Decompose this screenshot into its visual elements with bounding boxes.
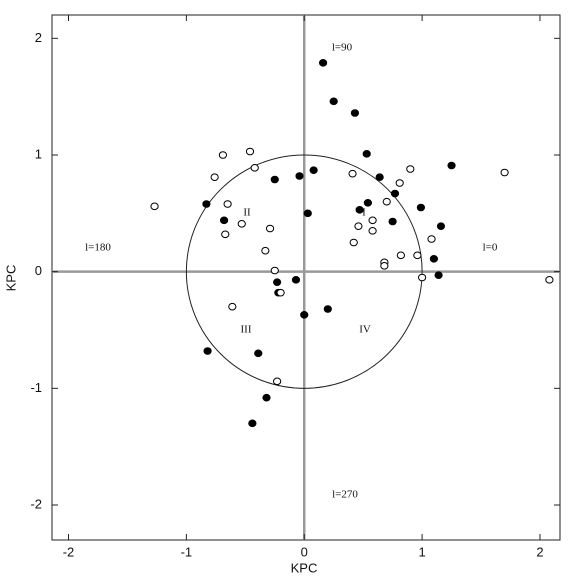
point <box>406 165 415 173</box>
y-tick-label: -1 <box>30 380 42 395</box>
x-tick-label: -1 <box>181 544 193 559</box>
point <box>413 251 422 260</box>
point <box>388 217 397 226</box>
point <box>210 173 219 181</box>
point <box>375 173 384 181</box>
y-tick-label: 2 <box>35 30 42 45</box>
point <box>545 276 554 284</box>
x-tick-label: 0 <box>301 544 308 559</box>
point <box>323 305 332 313</box>
x-tick-label: -2 <box>63 544 75 559</box>
reference-circle <box>185 154 423 389</box>
point <box>416 203 426 212</box>
x-tick-label: 1 <box>418 544 425 559</box>
point <box>295 172 304 180</box>
point <box>429 255 438 263</box>
point <box>254 349 263 358</box>
point <box>395 179 404 187</box>
point <box>303 209 312 218</box>
point <box>262 393 271 402</box>
point <box>270 266 279 275</box>
point <box>228 302 237 311</box>
point <box>248 419 257 428</box>
point <box>368 227 377 235</box>
point <box>300 311 309 319</box>
annotation: l=0 <box>483 242 498 254</box>
point <box>354 222 363 230</box>
point <box>318 59 328 67</box>
point <box>396 251 405 260</box>
point <box>203 347 212 355</box>
annotation: l=180 <box>85 242 111 254</box>
point <box>447 161 456 170</box>
point <box>349 238 358 247</box>
point <box>265 224 275 233</box>
point <box>390 189 400 198</box>
point <box>237 220 246 228</box>
point <box>355 206 364 214</box>
y-tick-label: -2 <box>30 496 42 511</box>
annotation: I <box>362 207 366 219</box>
y-axis-label: KPC <box>3 265 18 292</box>
point <box>273 377 282 386</box>
point <box>500 168 509 177</box>
point <box>219 216 229 225</box>
point <box>202 200 211 208</box>
point <box>436 222 446 230</box>
point <box>245 147 255 156</box>
x-tick-label: 2 <box>536 544 543 559</box>
point <box>348 169 357 178</box>
point <box>309 166 318 174</box>
point <box>273 278 282 286</box>
annotation: II <box>243 207 251 219</box>
annotation: III <box>241 324 252 336</box>
point <box>261 246 270 255</box>
point <box>150 202 159 211</box>
point <box>382 197 391 206</box>
point <box>350 109 360 117</box>
point <box>291 276 301 284</box>
x-axis-label: KPC <box>291 560 318 575</box>
annotation: l=90 <box>332 42 353 54</box>
point <box>417 273 427 282</box>
annotation: IV <box>359 324 371 336</box>
point <box>270 175 279 184</box>
point <box>223 200 232 208</box>
point <box>362 150 371 158</box>
y-tick-label: 1 <box>35 146 42 161</box>
point <box>427 235 436 243</box>
point <box>380 262 389 270</box>
point <box>276 288 285 297</box>
point <box>250 164 259 172</box>
point <box>434 271 443 279</box>
y-tick-label: 0 <box>35 263 42 278</box>
annotation: l=270 <box>332 489 358 501</box>
point <box>218 151 228 159</box>
point <box>329 97 338 106</box>
point <box>368 216 377 225</box>
point <box>363 199 372 207</box>
plot-frame <box>51 14 561 541</box>
point <box>221 230 230 239</box>
